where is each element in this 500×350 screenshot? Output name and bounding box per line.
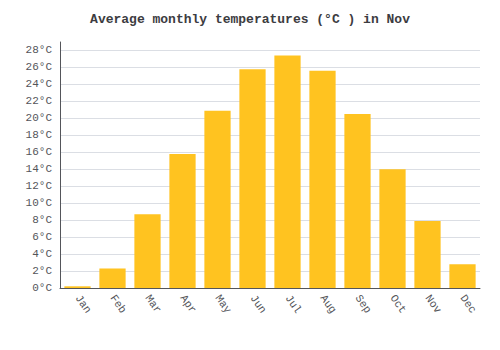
svg-text:0°C: 0°C (32, 282, 52, 294)
svg-text:12°C: 12°C (26, 180, 53, 192)
svg-text:Dec: Dec (458, 293, 479, 316)
svg-text:8°C: 8°C (32, 214, 52, 226)
svg-text:16°C: 16°C (26, 146, 53, 158)
svg-text:22°C: 22°C (26, 95, 53, 107)
svg-text:14°C: 14°C (26, 163, 53, 175)
svg-text:Feb: Feb (108, 293, 129, 316)
svg-text:4°C: 4°C (32, 248, 52, 260)
svg-text:2°C: 2°C (32, 265, 52, 277)
svg-text:Average monthly temperatures (: Average monthly temperatures (°C ) in No… (90, 12, 410, 27)
svg-text:Jul: Jul (283, 293, 304, 316)
svg-text:Sep: Sep (353, 293, 374, 316)
svg-text:18°C: 18°C (26, 129, 53, 141)
svg-text:Oct: Oct (388, 293, 409, 316)
svg-text:Apr: Apr (178, 293, 199, 316)
svg-text:Jan: Jan (73, 293, 94, 316)
svg-text:Mar: Mar (143, 293, 164, 316)
svg-text:6°C: 6°C (32, 231, 52, 243)
svg-text:Nov: Nov (423, 293, 444, 316)
svg-text:10°C: 10°C (26, 197, 53, 209)
svg-text:Aug: Aug (318, 293, 339, 316)
svg-text:28°C: 28°C (26, 44, 53, 56)
svg-text:26°C: 26°C (26, 61, 53, 73)
svg-text:May: May (213, 293, 234, 316)
svg-text:Jun: Jun (248, 293, 269, 316)
svg-text:24°C: 24°C (26, 78, 53, 90)
svg-text:20°C: 20°C (26, 112, 53, 124)
